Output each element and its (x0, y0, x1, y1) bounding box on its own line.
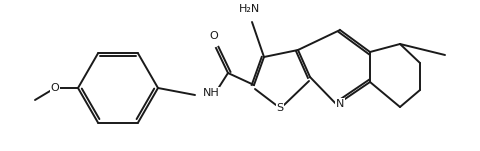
Text: H₂N: H₂N (238, 4, 259, 14)
Text: N: N (335, 99, 344, 109)
Text: S: S (276, 103, 283, 113)
Text: O: O (209, 31, 218, 41)
Text: NH: NH (203, 88, 219, 98)
Text: O: O (50, 83, 59, 93)
